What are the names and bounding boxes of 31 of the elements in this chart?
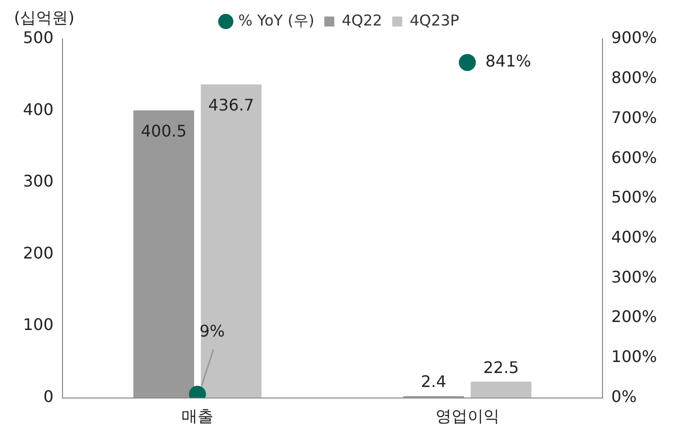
y2-tick-label: 200% — [611, 307, 658, 326]
y2-tick-label: 700% — [611, 108, 658, 127]
y-tick-label: 100 — [22, 315, 54, 334]
data-label: 841% — [485, 52, 532, 71]
y2-tick-label: 500% — [611, 188, 658, 207]
y-tick-label: 300 — [22, 172, 54, 191]
y-tick-label: 200 — [22, 243, 54, 262]
y2-tick-label: 600% — [611, 148, 658, 167]
legend-label: 4Q22 — [342, 11, 382, 30]
y-axis-title: (십억원) — [14, 8, 74, 29]
y2-tick-label: 100% — [611, 347, 658, 366]
data-label: 2.4 — [420, 372, 446, 392]
data-label: 22.5 — [483, 358, 519, 377]
y-tick-label: 0 — [43, 386, 54, 406]
data-label: 436.7 — [208, 96, 254, 115]
data-label: 9% — [199, 321, 225, 340]
y2-tick-label: 300% — [611, 267, 658, 286]
data-label: 400.5 — [140, 122, 187, 141]
legend-label: 4Q23P — [410, 11, 460, 30]
bar — [470, 382, 532, 398]
legend-label: % YoY (우) — [238, 11, 314, 30]
y2-tick-label: 400% — [611, 227, 658, 246]
y2-tick-label: 800% — [611, 68, 658, 88]
bar — [133, 110, 194, 398]
y2-tick-label: 900% — [611, 28, 658, 48]
y-tick-label: 500 — [22, 28, 54, 48]
x-tick-label: 매출 — [181, 406, 214, 426]
bar — [200, 84, 262, 398]
y2-tick-label: 0% — [611, 386, 637, 406]
y-tick-label: 400 — [22, 100, 54, 119]
x-tick-label: 영업이익 — [435, 406, 500, 426]
